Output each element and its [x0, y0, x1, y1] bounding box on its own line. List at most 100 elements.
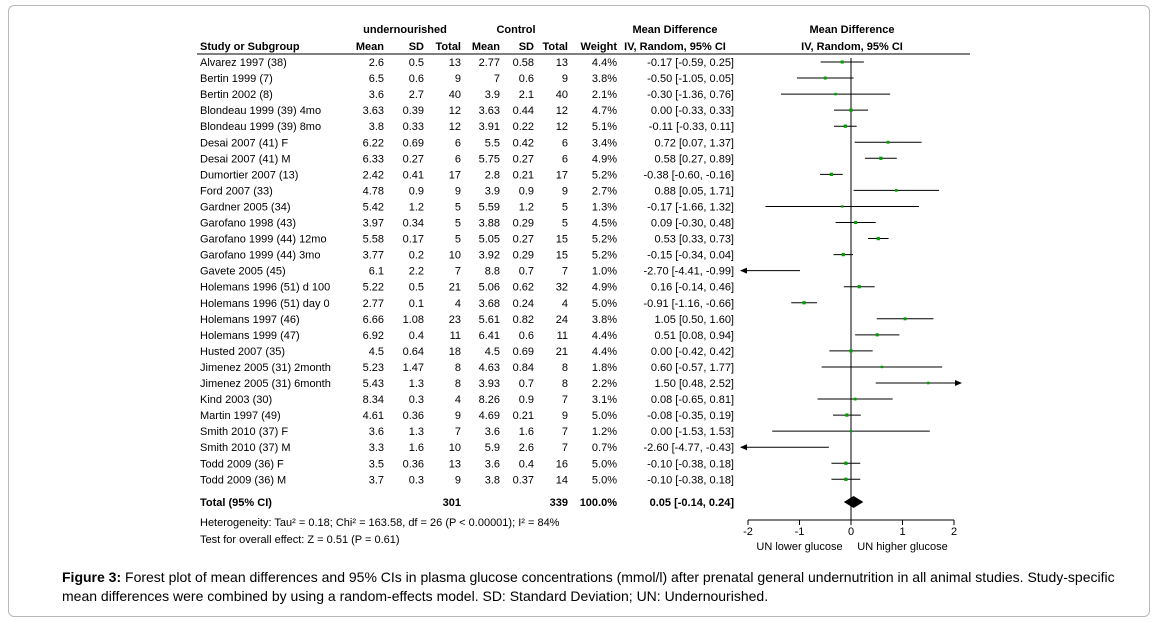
- effect-point: [802, 301, 806, 305]
- study-name: Alvarez 1997 (38): [200, 57, 287, 69]
- total-exp: 8: [455, 362, 461, 374]
- mean-exp: 5.23: [363, 362, 384, 374]
- total-exp: 12: [449, 121, 461, 133]
- mean-difference-ci: -0.50 [-1.05, 0.05]: [647, 73, 734, 85]
- sd-ctl: 0.9: [519, 394, 534, 406]
- total-ctl: 5: [562, 201, 568, 213]
- header-study: Study or Subgroup: [200, 41, 300, 53]
- mean-difference-ci: 0.00 [-1.53, 1.53]: [651, 426, 734, 438]
- x-tick-label: 0: [848, 526, 854, 538]
- sd-ctl: 0.4: [519, 458, 534, 470]
- study-name: Martin 1997 (49): [200, 410, 281, 422]
- mean-exp: 2.6: [369, 57, 384, 69]
- total-exp: 4: [455, 394, 461, 406]
- figure-caption: Figure 3: Forest plot of mean difference…: [62, 568, 1122, 606]
- study-name: Holemans 1996 (51) day 0: [200, 298, 330, 310]
- mean-ctl: 6.41: [479, 330, 500, 342]
- total-n-exp: 301: [443, 497, 461, 509]
- weight: 4.7%: [592, 105, 617, 117]
- mean-ctl: 4.63: [479, 362, 500, 374]
- mean-difference-ci: -0.17 [-0.59, 0.25]: [647, 57, 734, 69]
- study-name: Desai 2007 (41) M: [200, 153, 291, 165]
- mean-ctl: 5.61: [479, 314, 500, 326]
- study-name: Holemans 1997 (46): [200, 314, 300, 326]
- overall-effect-text: Test for overall effect: Z = 0.51 (P = 0…: [200, 534, 400, 546]
- mean-exp: 5.43: [363, 378, 384, 390]
- mean-exp: 3.6: [369, 89, 384, 101]
- pooled-diamond: [843, 496, 864, 508]
- study-name: Jimenez 2005 (31) 2month: [200, 362, 331, 374]
- mean-exp: 4.61: [363, 410, 384, 422]
- effect-point: [849, 430, 853, 433]
- total-ctl: 9: [562, 410, 568, 422]
- sd-exp: 0.5: [409, 57, 424, 69]
- mean-exp: 3.3: [369, 442, 384, 454]
- sd-exp: 1.3: [409, 378, 424, 390]
- weight: 1.2%: [592, 426, 617, 438]
- sd-ctl: 0.22: [513, 121, 534, 133]
- sd-ctl: 0.42: [513, 137, 534, 149]
- total-ctl: 14: [556, 474, 568, 486]
- sd-ctl: 0.27: [513, 234, 534, 246]
- sd-exp: 0.9: [409, 185, 424, 197]
- sd-exp: 2.7: [409, 89, 424, 101]
- sd-ctl: 0.27: [513, 153, 534, 165]
- total-exp: 40: [449, 89, 461, 101]
- mean-exp: 6.22: [363, 137, 384, 149]
- effect-point: [834, 92, 837, 96]
- total-exp: 23: [449, 314, 461, 326]
- mean-difference-ci: 0.60 [-0.57, 1.77]: [651, 362, 734, 374]
- weight: 3.4%: [592, 137, 617, 149]
- header-mean-difference: Mean Difference: [633, 24, 718, 36]
- total-ctl: 7: [562, 266, 568, 278]
- sd-exp: 0.41: [403, 169, 424, 181]
- study-name: Gardner 2005 (34): [200, 201, 291, 213]
- sd-exp: 1.6: [409, 442, 424, 454]
- mean-difference-ci: -0.10 [-0.38, 0.18]: [647, 458, 734, 470]
- mean-ctl: 5.9: [485, 442, 500, 454]
- weight: 4.5%: [592, 218, 617, 230]
- sd-exp: 0.39: [403, 105, 424, 117]
- total-ctl: 21: [556, 346, 568, 358]
- header-mean-exp: Mean: [356, 41, 384, 53]
- study-name: Smith 2010 (37) F: [200, 426, 288, 438]
- sd-ctl: 2.1: [519, 89, 534, 101]
- sd-ctl: 0.21: [513, 169, 534, 181]
- total-exp: 9: [455, 410, 461, 422]
- study-name: Desai 2007 (41) F: [200, 137, 288, 149]
- sd-exp: 1.47: [403, 362, 424, 374]
- sd-exp: 0.5: [409, 282, 424, 294]
- sd-ctl: 0.6: [519, 73, 534, 85]
- total-exp: 21: [449, 282, 461, 294]
- mean-ctl: 3.8: [485, 474, 500, 486]
- mean-difference-ci: -0.91 [-1.16, -0.66]: [644, 298, 735, 310]
- sd-exp: 1.3: [409, 426, 424, 438]
- sd-exp: 0.36: [403, 458, 424, 470]
- effect-point: [841, 205, 844, 208]
- total-weight: 100.0%: [580, 497, 618, 509]
- mean-ctl: 2.77: [479, 57, 500, 69]
- sd-exp: 0.36: [403, 410, 424, 422]
- effect-point: [845, 413, 849, 417]
- header-method-plot: IV, Random, 95% CI: [801, 41, 903, 53]
- effect-point: [876, 236, 880, 241]
- sd-ctl: 1.2: [519, 201, 534, 213]
- x-tick-label: -2: [743, 526, 753, 538]
- total-ctl: 7: [562, 426, 568, 438]
- study-name: Kind 2003 (30): [200, 394, 272, 406]
- effect-point: [844, 461, 848, 465]
- total-exp: 9: [455, 73, 461, 85]
- caption-text: Forest plot of mean differences and 95% …: [62, 569, 1115, 604]
- weight: 1.8%: [592, 362, 617, 374]
- total-exp: 10: [449, 442, 461, 454]
- sd-exp: 0.64: [403, 346, 424, 358]
- figure-frame: [8, 5, 1150, 617]
- effect-point: [886, 140, 890, 144]
- total-ci: 0.05 [-0.14, 0.24]: [650, 497, 735, 509]
- mean-difference-ci: 0.51 [0.08, 0.94]: [654, 330, 734, 342]
- mean-difference-ci: -0.10 [-0.38, 0.18]: [647, 474, 734, 486]
- mean-ctl: 3.93: [479, 378, 500, 390]
- total-exp: 13: [449, 57, 461, 69]
- total-ctl: 12: [556, 105, 568, 117]
- sd-exp: 0.4: [409, 330, 424, 342]
